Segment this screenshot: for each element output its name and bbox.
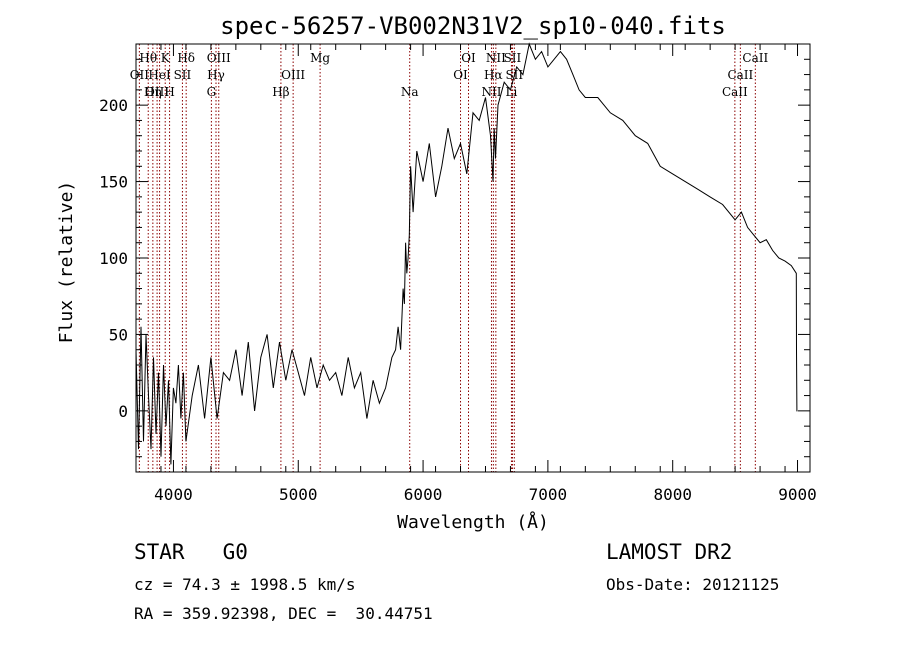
spectral-line-label: K [161,51,171,65]
chart-title: spec-56257-VB002N31V2_sp10-040.fits [220,12,726,40]
spectral-line-label: OII [130,68,150,82]
y-tick-label: 150 [99,173,128,192]
y-tick-label: 100 [99,249,128,268]
spectrum-line [135,42,798,465]
spectral-line-label: Hη [144,85,162,99]
x-tick-label: 8000 [653,485,692,504]
axis-ticks: 4000 5000 6000 7000 8000 9000 0 50 100 150 200 [99,43,817,504]
spectral-line-label: HeI [148,68,171,82]
x-tick-label: 5000 [279,485,318,504]
x-tick-label: 6000 [404,485,443,504]
spectral-line-label: Hβ [272,85,289,99]
cz-value: cz = 74.3 ± 1998.5 km/s [134,575,356,594]
spectral-line-label: NII [481,85,501,99]
spectral-line-label: OI [453,68,468,82]
survey-label: LAMOST DR2 [606,540,733,564]
spectral-line-label: OIII [145,85,169,99]
class-label: STAR [134,540,185,564]
spectral-line-label: Mg [310,51,330,65]
spectral-line-label: Hγ [207,68,225,82]
spectral-line-label: Hα [484,68,503,82]
x-tick-label: 4000 [154,485,193,504]
spectral-line-label: NII [486,51,506,65]
y-axis-label: Flux (relative) [56,181,77,344]
coordinates: RA = 359.92398, DEC = 30.44751 [134,604,433,623]
y-tick-label: 200 [99,96,128,115]
spectral-line-label: G [207,85,217,99]
x-axis-label: Wavelength (Å) [397,511,549,533]
object-class: STAR G0 [134,540,248,564]
spectral-line-markers [138,44,756,472]
spectral-line-label: SII [504,51,522,65]
spectral-line-label: CaII [722,85,748,99]
spectral-line-label: SII [174,68,192,82]
x-tick-label: 7000 [529,485,568,504]
spectral-line-label: Li [506,85,518,99]
y-tick-label: 50 [109,325,128,344]
spectral-line-label: Na [401,85,419,99]
spectral-line-label: CaII [742,51,768,65]
spectral-line-label: CaII [727,68,753,82]
plot-frame [135,43,811,473]
obs-date: Obs-Date: 20121125 [606,575,780,594]
spectral-line-label: Hδ [177,51,195,65]
spectral-line-label: OIII [207,51,231,65]
x-tick-label: 9000 [778,485,817,504]
subclass-label: G0 [222,540,248,564]
spectral-line-label: H [164,85,174,99]
spectral-line-label: Hθ [139,51,157,65]
spectral-line-label: OI [461,51,476,65]
spectrum-chart: spec-56257-VB002N31V2_sp10-040.fits 4000… [56,12,817,533]
y-tick-label: 0 [118,402,128,421]
spectral-line-label: SII [505,68,523,82]
spectral-line-label: OIII [281,68,305,82]
